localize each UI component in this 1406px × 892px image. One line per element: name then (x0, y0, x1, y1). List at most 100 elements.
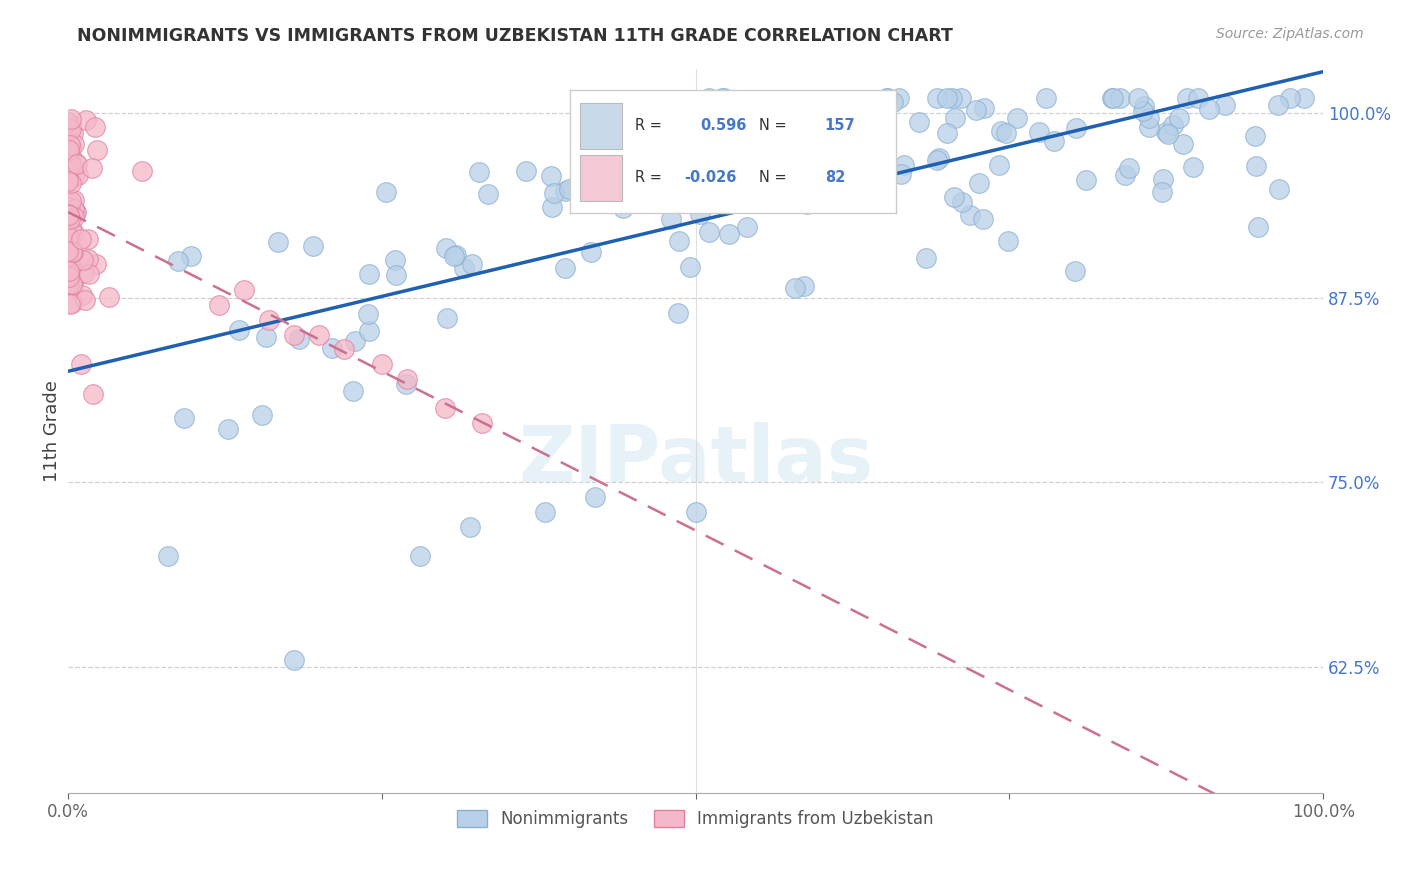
Point (70, 288, 93, 302)
Point (56, 155, 79, 169)
Point (1137, 112, 1160, 126)
Point (1066, 120, 1088, 135)
Point (72, 252, 94, 267)
Point (131, 163, 153, 178)
Point (841, 172, 863, 186)
Point (554, 260, 576, 275)
Point (987, 158, 1010, 172)
Point (436, 311, 458, 326)
Point (1157, 127, 1180, 141)
Point (1109, 91, 1132, 105)
Point (1126, 91, 1149, 105)
Point (765, 143, 787, 157)
Point (1114, 168, 1136, 182)
Point (1161, 118, 1184, 132)
Point (62, 278, 84, 293)
Point (1244, 129, 1267, 144)
Point (669, 184, 692, 198)
Point (59, 149, 82, 163)
Point (385, 268, 408, 282)
Point (434, 241, 457, 255)
Point (860, 150, 883, 164)
Point (751, 167, 773, 181)
Point (65, 155, 87, 169)
Point (357, 268, 380, 282)
Point (60, 118, 83, 132)
Point (679, 161, 702, 175)
Point (58, 244, 80, 258)
Point (58, 174, 80, 188)
Point (56, 171, 79, 186)
Point (84, 257, 107, 271)
Point (1101, 91, 1123, 105)
Point (461, 257, 484, 271)
Point (321, 341, 343, 355)
Point (60, 122, 83, 136)
Point (659, 211, 682, 226)
Point (990, 124, 1012, 138)
Point (283, 653, 305, 667)
Point (58, 229, 80, 244)
Text: ZIPatlas: ZIPatlas (519, 422, 873, 498)
Point (928, 151, 950, 165)
Point (384, 253, 406, 268)
Point (681, 122, 703, 136)
Point (59, 221, 82, 235)
Point (576, 187, 599, 202)
Point (58, 268, 80, 282)
Point (876, 91, 898, 105)
Point (579, 244, 602, 259)
Point (75, 112, 97, 127)
Point (77, 267, 100, 281)
Point (972, 212, 994, 227)
Point (232, 283, 254, 297)
Point (333, 343, 356, 357)
Point (721, 102, 744, 116)
Point (73, 266, 96, 280)
Point (58, 206, 80, 220)
Point (658, 162, 681, 177)
Point (541, 200, 564, 214)
Point (588, 151, 610, 165)
Point (180, 248, 202, 262)
Point (1132, 104, 1154, 119)
Point (58, 145, 80, 160)
Point (711, 91, 734, 105)
Point (717, 227, 740, 242)
Point (702, 134, 724, 148)
Point (603, 169, 626, 183)
Point (371, 357, 394, 371)
Point (950, 194, 973, 209)
Point (882, 95, 904, 110)
Point (943, 111, 966, 125)
Point (59, 139, 82, 153)
Point (66, 169, 89, 183)
Point (56, 200, 79, 214)
Point (58, 241, 80, 255)
Point (62, 127, 84, 141)
Point (477, 187, 499, 202)
Point (1118, 161, 1140, 176)
Point (458, 519, 481, 533)
Point (890, 167, 912, 181)
Point (870, 118, 893, 132)
Point (863, 118, 886, 132)
Point (58, 249, 80, 263)
Point (58, 201, 80, 215)
Point (1074, 173, 1097, 187)
Point (595, 145, 617, 159)
Point (65, 204, 87, 219)
Point (1137, 120, 1160, 134)
Point (1152, 185, 1174, 199)
Point (167, 254, 190, 268)
Point (942, 190, 965, 204)
Point (357, 307, 380, 321)
Point (60, 277, 83, 292)
Point (581, 153, 603, 168)
Point (58, 252, 80, 267)
Point (967, 177, 990, 191)
Point (66, 157, 89, 171)
Point (950, 91, 973, 105)
Point (58, 263, 80, 277)
Point (59, 112, 82, 126)
